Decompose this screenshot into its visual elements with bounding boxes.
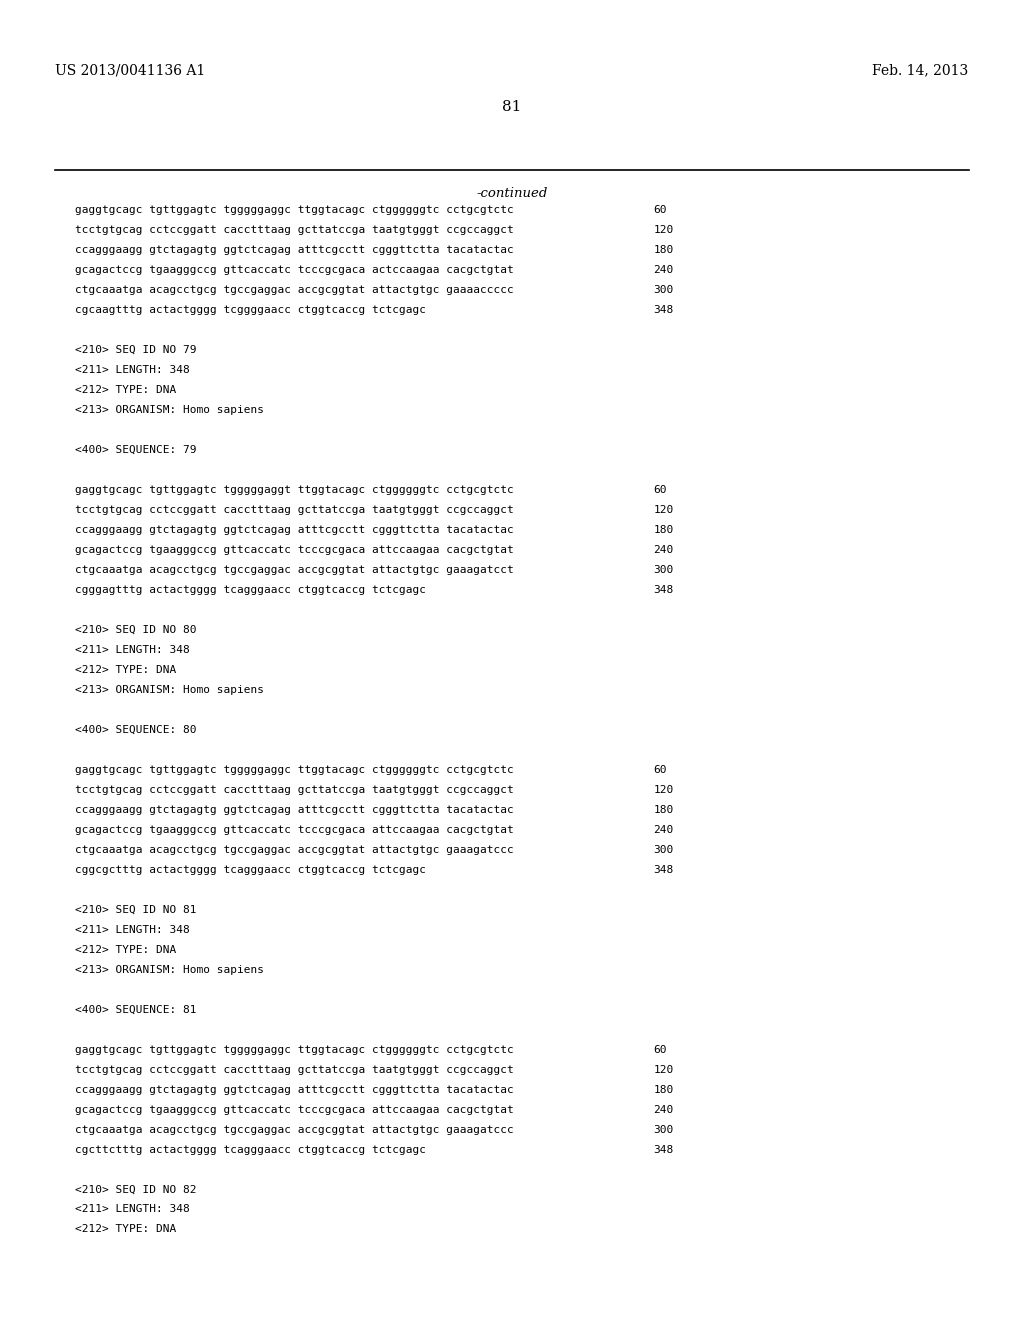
Text: 60: 60 (653, 764, 667, 775)
Text: gcagactccg tgaagggccg gttcaccatc tcccgcgaca attccaagaa cacgctgtat: gcagactccg tgaagggccg gttcaccatc tcccgcg… (75, 545, 513, 554)
Text: 180: 180 (653, 244, 674, 255)
Text: <211> LENGTH: 348: <211> LENGTH: 348 (75, 644, 189, 655)
Text: tcctgtgcag cctccggatt cacctttaag gcttatccga taatgtgggt ccgccaggct: tcctgtgcag cctccggatt cacctttaag gcttatc… (75, 504, 513, 515)
Text: 240: 240 (653, 825, 674, 834)
Text: 348: 348 (653, 585, 674, 594)
Text: 300: 300 (653, 285, 674, 294)
Text: <212> TYPE: DNA: <212> TYPE: DNA (75, 664, 176, 675)
Text: <210> SEQ ID NO 81: <210> SEQ ID NO 81 (75, 904, 197, 915)
Text: <400> SEQUENCE: 81: <400> SEQUENCE: 81 (75, 1005, 197, 1015)
Text: 120: 120 (653, 504, 674, 515)
Text: <210> SEQ ID NO 80: <210> SEQ ID NO 80 (75, 624, 197, 635)
Text: 180: 180 (653, 805, 674, 814)
Text: gcagactccg tgaagggccg gttcaccatc tcccgcgaca actccaagaa cacgctgtat: gcagactccg tgaagggccg gttcaccatc tcccgcg… (75, 264, 513, 275)
Text: tcctgtgcag cctccggatt cacctttaag gcttatccga taatgtgggt ccgccaggct: tcctgtgcag cctccggatt cacctttaag gcttatc… (75, 224, 513, 235)
Text: ccagggaagg gtctagagtg ggtctcagag atttcgcctt cgggttctta tacatactac: ccagggaagg gtctagagtg ggtctcagag atttcgc… (75, 244, 513, 255)
Text: cggcgctttg actactgggg tcagggaacc ctggtcaccg tctcgagc: cggcgctttg actactgggg tcagggaacc ctggtca… (75, 865, 426, 875)
Text: <213> ORGANISM: Homo sapiens: <213> ORGANISM: Homo sapiens (75, 404, 264, 414)
Text: gcagactccg tgaagggccg gttcaccatc tcccgcgaca attccaagaa cacgctgtat: gcagactccg tgaagggccg gttcaccatc tcccgcg… (75, 825, 513, 834)
Text: gaggtgcagc tgttggagtc tgggggaggc ttggtacagc ctggggggtc cctgcgtctc: gaggtgcagc tgttggagtc tgggggaggc ttggtac… (75, 1044, 513, 1055)
Text: gaggtgcagc tgttggagtc tgggggaggc ttggtacagc ctggggggtc cctgcgtctc: gaggtgcagc tgttggagtc tgggggaggc ttggtac… (75, 764, 513, 775)
Text: -continued: -continued (476, 187, 548, 201)
Text: ctgcaaatga acagcctgcg tgccgaggac accgcggtat attactgtgc gaaagatcct: ctgcaaatga acagcctgcg tgccgaggac accgcgg… (75, 565, 513, 574)
Text: cgcttctttg actactgggg tcagggaacc ctggtcaccg tctcgagc: cgcttctttg actactgggg tcagggaacc ctggtca… (75, 1144, 426, 1155)
Text: 120: 120 (653, 1064, 674, 1074)
Text: tcctgtgcag cctccggatt cacctttaag gcttatccga taatgtgggt ccgccaggct: tcctgtgcag cctccggatt cacctttaag gcttatc… (75, 1064, 513, 1074)
Text: 348: 348 (653, 1144, 674, 1155)
Text: 300: 300 (653, 845, 674, 854)
Text: <210> SEQ ID NO 79: <210> SEQ ID NO 79 (75, 345, 197, 355)
Text: 180: 180 (653, 524, 674, 535)
Text: <400> SEQUENCE: 79: <400> SEQUENCE: 79 (75, 445, 197, 454)
Text: 300: 300 (653, 565, 674, 574)
Text: <211> LENGTH: 348: <211> LENGTH: 348 (75, 364, 189, 375)
Text: <212> TYPE: DNA: <212> TYPE: DNA (75, 945, 176, 954)
Text: ctgcaaatga acagcctgcg tgccgaggac accgcggtat attactgtgc gaaaaccccc: ctgcaaatga acagcctgcg tgccgaggac accgcgg… (75, 285, 513, 294)
Text: ccagggaagg gtctagagtg ggtctcagag atttcgcctt cgggttctta tacatactac: ccagggaagg gtctagagtg ggtctcagag atttcgc… (75, 805, 513, 814)
Text: 240: 240 (653, 1105, 674, 1114)
Text: <213> ORGANISM: Homo sapiens: <213> ORGANISM: Homo sapiens (75, 685, 264, 694)
Text: 348: 348 (653, 305, 674, 314)
Text: 300: 300 (653, 1125, 674, 1134)
Text: 60: 60 (653, 484, 667, 495)
Text: <400> SEQUENCE: 80: <400> SEQUENCE: 80 (75, 725, 197, 734)
Text: <213> ORGANISM: Homo sapiens: <213> ORGANISM: Homo sapiens (75, 965, 264, 974)
Text: 81: 81 (503, 100, 521, 115)
Text: ctgcaaatga acagcctgcg tgccgaggac accgcggtat attactgtgc gaaagatccc: ctgcaaatga acagcctgcg tgccgaggac accgcgg… (75, 845, 513, 854)
Text: ccagggaagg gtctagagtg ggtctcagag atttcgcctt cgggttctta tacatactac: ccagggaagg gtctagagtg ggtctcagag atttcgc… (75, 524, 513, 535)
Text: ctgcaaatga acagcctgcg tgccgaggac accgcggtat attactgtgc gaaagatccc: ctgcaaatga acagcctgcg tgccgaggac accgcgg… (75, 1125, 513, 1134)
Text: gcagactccg tgaagggccg gttcaccatc tcccgcgaca attccaagaa cacgctgtat: gcagactccg tgaagggccg gttcaccatc tcccgcg… (75, 1105, 513, 1114)
Text: <210> SEQ ID NO 82: <210> SEQ ID NO 82 (75, 1184, 197, 1195)
Text: 180: 180 (653, 1085, 674, 1094)
Text: 120: 120 (653, 224, 674, 235)
Text: 60: 60 (653, 1044, 667, 1055)
Text: tcctgtgcag cctccggatt cacctttaag gcttatccga taatgtgggt ccgccaggct: tcctgtgcag cctccggatt cacctttaag gcttatc… (75, 784, 513, 795)
Text: gaggtgcagc tgttggagtc tgggggaggt ttggtacagc ctggggggtc cctgcgtctc: gaggtgcagc tgttggagtc tgggggaggt ttggtac… (75, 484, 513, 495)
Text: 240: 240 (653, 264, 674, 275)
Text: <212> TYPE: DNA: <212> TYPE: DNA (75, 384, 176, 395)
Text: cgcaagtttg actactgggg tcggggaacc ctggtcaccg tctcgagc: cgcaagtttg actactgggg tcggggaacc ctggtca… (75, 305, 426, 314)
Text: 120: 120 (653, 784, 674, 795)
Text: US 2013/0041136 A1: US 2013/0041136 A1 (55, 63, 206, 78)
Text: <211> LENGTH: 348: <211> LENGTH: 348 (75, 924, 189, 935)
Text: <212> TYPE: DNA: <212> TYPE: DNA (75, 1225, 176, 1234)
Text: cgggagtttg actactgggg tcagggaacc ctggtcaccg tctcgagc: cgggagtttg actactgggg tcagggaacc ctggtca… (75, 585, 426, 594)
Text: 348: 348 (653, 865, 674, 875)
Text: 240: 240 (653, 545, 674, 554)
Text: ccagggaagg gtctagagtg ggtctcagag atttcgcctt cgggttctta tacatactac: ccagggaagg gtctagagtg ggtctcagag atttcgc… (75, 1085, 513, 1094)
Text: <211> LENGTH: 348: <211> LENGTH: 348 (75, 1205, 189, 1214)
Text: gaggtgcagc tgttggagtc tgggggaggc ttggtacagc ctggggggtc cctgcgtctc: gaggtgcagc tgttggagtc tgggggaggc ttggtac… (75, 205, 513, 215)
Text: 60: 60 (653, 205, 667, 215)
Text: Feb. 14, 2013: Feb. 14, 2013 (872, 63, 969, 78)
